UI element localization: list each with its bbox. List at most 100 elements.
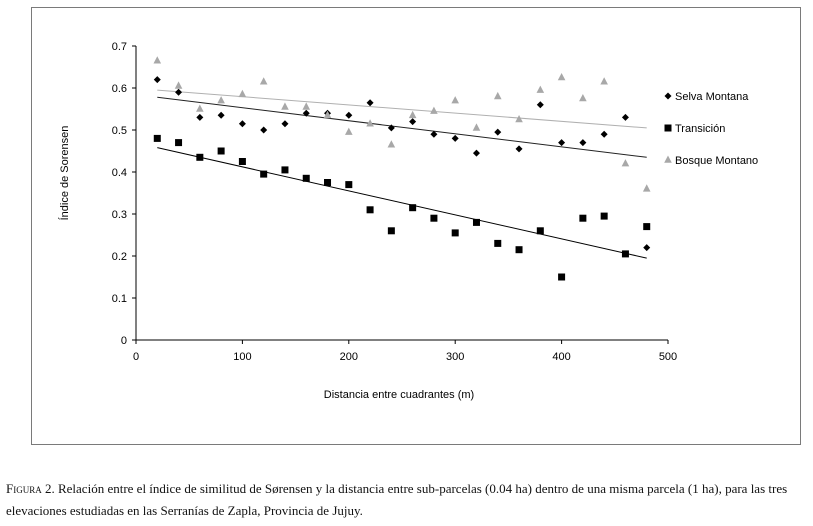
point-bosque-montano <box>600 77 608 85</box>
point-transici-n <box>579 214 587 222</box>
point-transici-n <box>260 170 268 178</box>
point-selva-montana <box>196 113 204 121</box>
point-selva-montana <box>515 145 523 153</box>
point-bosque-montano <box>557 73 566 81</box>
legend-label-selva-montana: Selva Montana <box>675 91 749 103</box>
point-transici-n <box>366 206 374 214</box>
y-tick-label: 0.3 <box>112 209 127 221</box>
legend-marker-selva-montana <box>664 92 672 100</box>
point-selva-montana <box>302 109 310 117</box>
point-transici-n <box>409 204 417 212</box>
point-transici-n <box>324 179 332 186</box>
point-transici-n <box>643 223 651 231</box>
point-selva-montana <box>238 120 246 128</box>
chart-frame: 0 0.1 0.2 0.3 0.4 0.5 0.6 0.7 0 100 200 300 400 500 Di… <box>31 7 801 445</box>
point-bosque-montano <box>366 119 374 127</box>
x-tick-label: 100 <box>233 351 251 363</box>
y-tick-label: 0.7 <box>112 41 127 53</box>
y-tick-label: 0.2 <box>112 251 127 263</box>
point-transici-n <box>451 229 459 237</box>
caption-label: Figura 2. <box>6 481 55 496</box>
point-transici-n <box>600 212 608 220</box>
point-bosque-montano <box>536 85 545 93</box>
point-selva-montana <box>621 113 629 121</box>
point-selva-montana <box>153 76 161 84</box>
point-selva-montana <box>494 128 502 136</box>
x-tick-label: 400 <box>552 351 570 363</box>
scatter-plot: 0 0.1 0.2 0.3 0.4 0.5 0.6 0.7 0 100 200 300 400 500 Di… <box>58 41 758 401</box>
point-selva-montana <box>260 126 268 134</box>
point-transici-n <box>238 158 246 165</box>
point-transici-n <box>472 218 480 226</box>
trendline-selva-montana <box>157 96 647 158</box>
y-tick-label: 0 <box>121 335 127 347</box>
point-bosque-montano <box>281 102 289 110</box>
y-tick-label: 0.4 <box>112 167 127 179</box>
point-selva-montana <box>281 120 289 128</box>
figure-caption: Figura 2. Relación entre el índice de si… <box>6 478 811 522</box>
point-selva-montana <box>536 101 544 109</box>
trendline-bosque-montano <box>157 89 647 129</box>
point-transici-n <box>430 214 438 222</box>
point-transici-n <box>153 134 161 142</box>
point-transici-n <box>536 227 544 235</box>
point-bosque-montano <box>217 96 225 104</box>
point-selva-montana <box>600 130 608 138</box>
legend-label-transici-n: Transición <box>675 123 725 135</box>
point-bosque-montano <box>196 104 204 112</box>
x-axis-title: Distancia entre cuadrantes (m) <box>324 389 474 401</box>
x-tick-label: 0 <box>133 351 139 363</box>
point-selva-montana <box>409 118 417 126</box>
point-transici-n <box>345 181 353 189</box>
point-transici-n <box>494 239 502 247</box>
y-tick-label: 0.6 <box>112 83 127 95</box>
point-bosque-montano <box>430 106 438 114</box>
point-bosque-montano <box>323 110 332 119</box>
y-axis-title: Índice de Sorensen <box>58 126 71 221</box>
point-bosque-montano <box>302 102 311 110</box>
point-transici-n <box>281 166 289 174</box>
point-bosque-montano <box>174 81 183 89</box>
point-transici-n <box>515 246 523 254</box>
point-bosque-montano <box>451 96 459 104</box>
point-transici-n <box>387 227 395 235</box>
point-transici-n <box>558 273 566 281</box>
point-selva-montana <box>430 130 438 138</box>
legend-label-bosque-montano: Bosque Montano <box>675 155 758 167</box>
point-bosque-montano <box>579 94 587 102</box>
point-transici-n <box>217 147 225 155</box>
point-transici-n <box>175 139 183 147</box>
point-selva-montana <box>472 149 480 157</box>
point-bosque-montano <box>387 140 396 148</box>
point-selva-montana <box>387 124 395 132</box>
legend-marker-transici-n <box>664 124 672 132</box>
x-tick-label: 500 <box>659 351 677 363</box>
y-tick-label: 0.5 <box>112 125 127 137</box>
x-tick-label: 300 <box>446 351 464 363</box>
point-selva-montana <box>175 88 183 96</box>
point-bosque-montano <box>153 56 162 64</box>
point-bosque-montano <box>408 110 417 119</box>
point-bosque-montano <box>345 127 353 135</box>
point-selva-montana <box>217 111 225 119</box>
point-bosque-montano <box>238 89 247 98</box>
point-bosque-montano <box>472 123 481 131</box>
point-transici-n <box>302 174 310 182</box>
trendline-transici-n <box>157 147 647 259</box>
point-selva-montana <box>451 134 459 142</box>
caption-text: Relación entre el índice de similitud de… <box>6 481 788 518</box>
x-tick-label: 200 <box>340 351 358 363</box>
point-selva-montana <box>579 139 587 147</box>
point-selva-montana <box>558 139 566 147</box>
point-transici-n <box>621 250 629 258</box>
point-bosque-montano <box>642 184 651 192</box>
point-selva-montana <box>345 111 353 119</box>
point-bosque-montano <box>621 159 630 167</box>
point-transici-n <box>196 153 204 161</box>
point-bosque-montano <box>259 77 268 85</box>
point-selva-montana <box>366 99 374 107</box>
point-selva-montana <box>643 244 651 252</box>
y-tick-label: 0.1 <box>112 293 127 305</box>
point-bosque-montano <box>493 91 502 100</box>
legend-marker-bosque-montano <box>664 155 672 163</box>
